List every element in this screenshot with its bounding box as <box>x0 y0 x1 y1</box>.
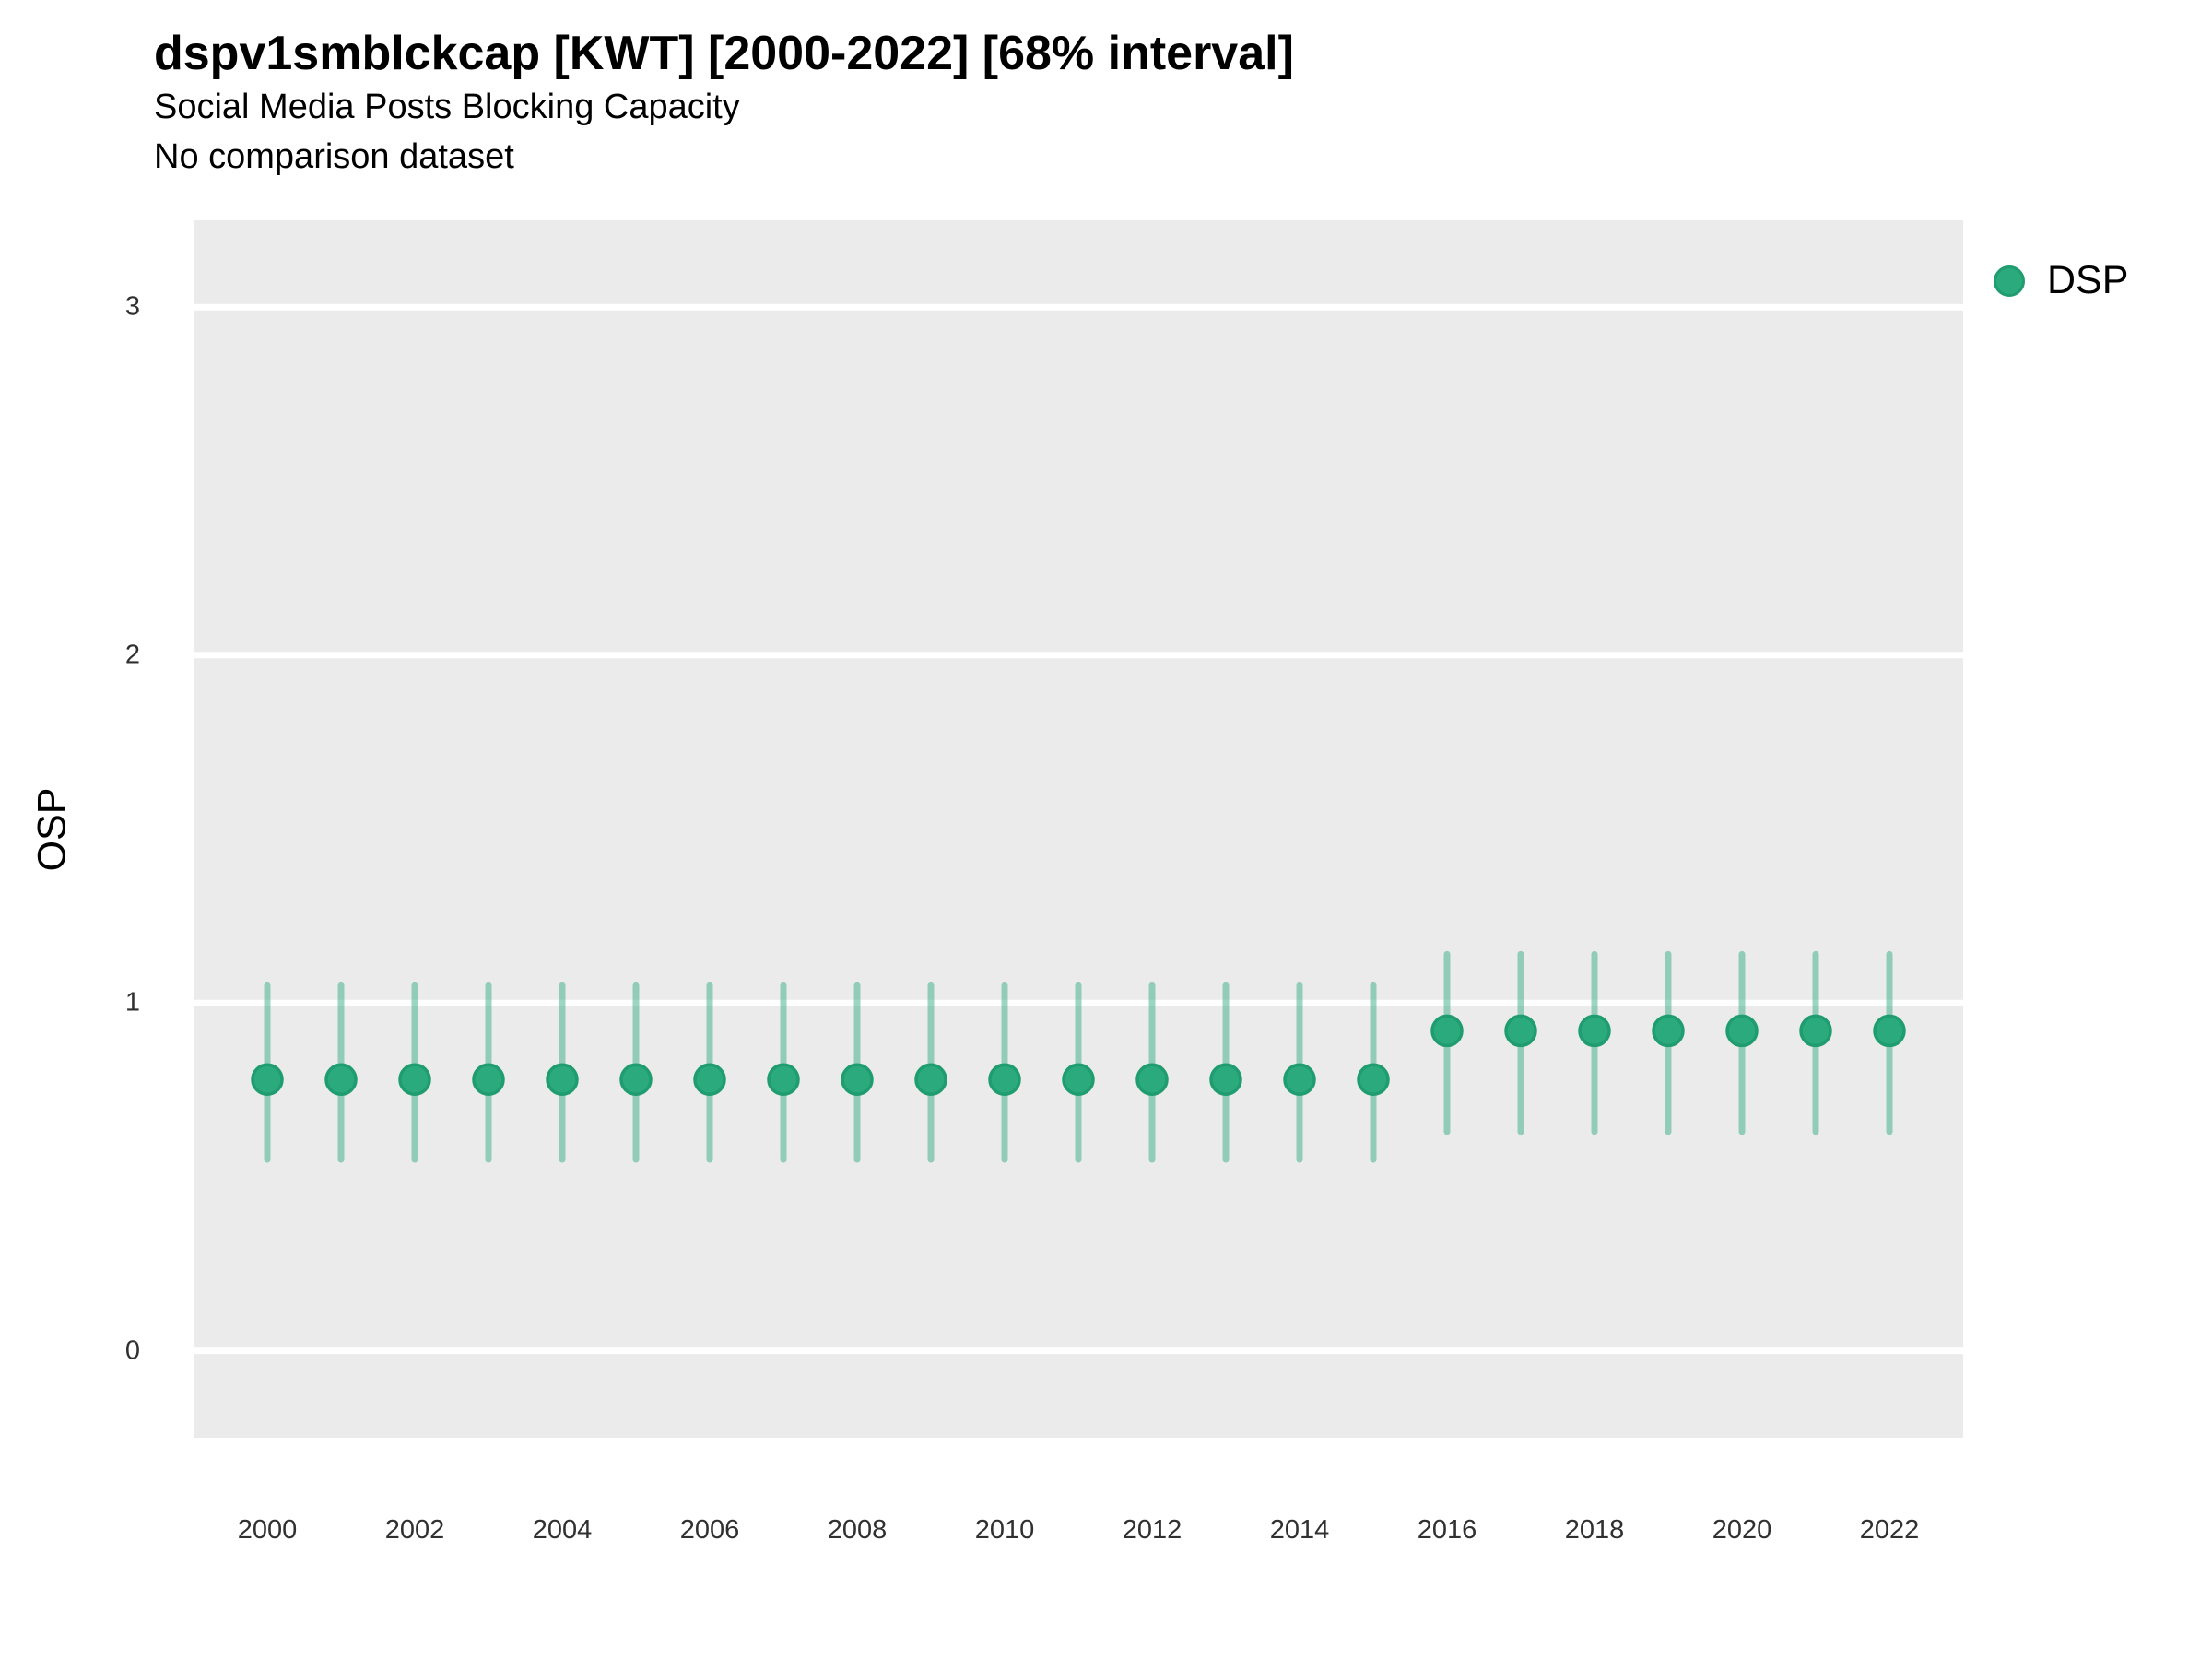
x-tick-label-2008: 2008 <box>827 1515 888 1545</box>
point-2019 <box>1652 1014 1685 1048</box>
x-tick-label-2020: 2020 <box>1712 1515 1772 1545</box>
point-2012 <box>1135 1063 1169 1096</box>
x-tick-label-2014: 2014 <box>1269 1515 1330 1545</box>
x-tick-label-2000: 2000 <box>237 1515 298 1545</box>
x-tick-label-2002: 2002 <box>384 1515 445 1545</box>
point-2011 <box>1062 1063 1095 1096</box>
point-2018 <box>1578 1014 1611 1048</box>
point-2022 <box>1873 1014 1906 1048</box>
x-tick-label-2016: 2016 <box>1417 1515 1477 1545</box>
y-tick-label-0: 0 <box>124 1335 140 1366</box>
gridline-y-0 <box>194 1347 1963 1355</box>
chart-note: No comparison dataset <box>154 137 514 176</box>
point-2006 <box>693 1063 726 1096</box>
legend-point-icon <box>1994 265 2025 297</box>
legend: DSP <box>1994 258 2128 303</box>
point-2013 <box>1209 1063 1242 1096</box>
point-2017 <box>1504 1014 1537 1048</box>
point-2009 <box>914 1063 947 1096</box>
chart-subtitle: Social Media Posts Blocking Capacity <box>154 88 740 126</box>
gridline-y-2 <box>194 652 1963 659</box>
point-2008 <box>841 1063 874 1096</box>
x-tick-label-2012: 2012 <box>1122 1515 1182 1545</box>
x-tick-label-2006: 2006 <box>679 1515 740 1545</box>
point-2001 <box>324 1063 358 1096</box>
point-2003 <box>472 1063 505 1096</box>
point-2007 <box>767 1063 800 1096</box>
chart-title: dspv1smblckcap [KWT] [2000-2022] [68% in… <box>154 27 1294 80</box>
gridline-y-3 <box>194 303 1963 311</box>
y-tick-label-3: 3 <box>124 291 140 322</box>
x-tick-label-2022: 2022 <box>1859 1515 1920 1545</box>
point-2004 <box>546 1063 579 1096</box>
point-2010 <box>988 1063 1021 1096</box>
point-2021 <box>1799 1014 1832 1048</box>
point-2005 <box>619 1063 653 1096</box>
point-2014 <box>1283 1063 1316 1096</box>
gridline-y-1 <box>194 999 1963 1006</box>
y-tick-label-2: 2 <box>124 640 140 670</box>
x-tick-label-2010: 2010 <box>974 1515 1035 1545</box>
y-tick-label-1: 1 <box>124 987 140 1018</box>
point-2015 <box>1357 1063 1390 1096</box>
point-2020 <box>1725 1014 1759 1048</box>
x-tick-label-2004: 2004 <box>532 1515 593 1545</box>
legend-label: DSP <box>2047 258 2129 302</box>
x-tick-label-2018: 2018 <box>1564 1515 1625 1545</box>
point-2002 <box>398 1063 431 1096</box>
point-2000 <box>251 1063 284 1096</box>
panel-background <box>194 220 1963 1438</box>
point-2016 <box>1430 1014 1464 1048</box>
